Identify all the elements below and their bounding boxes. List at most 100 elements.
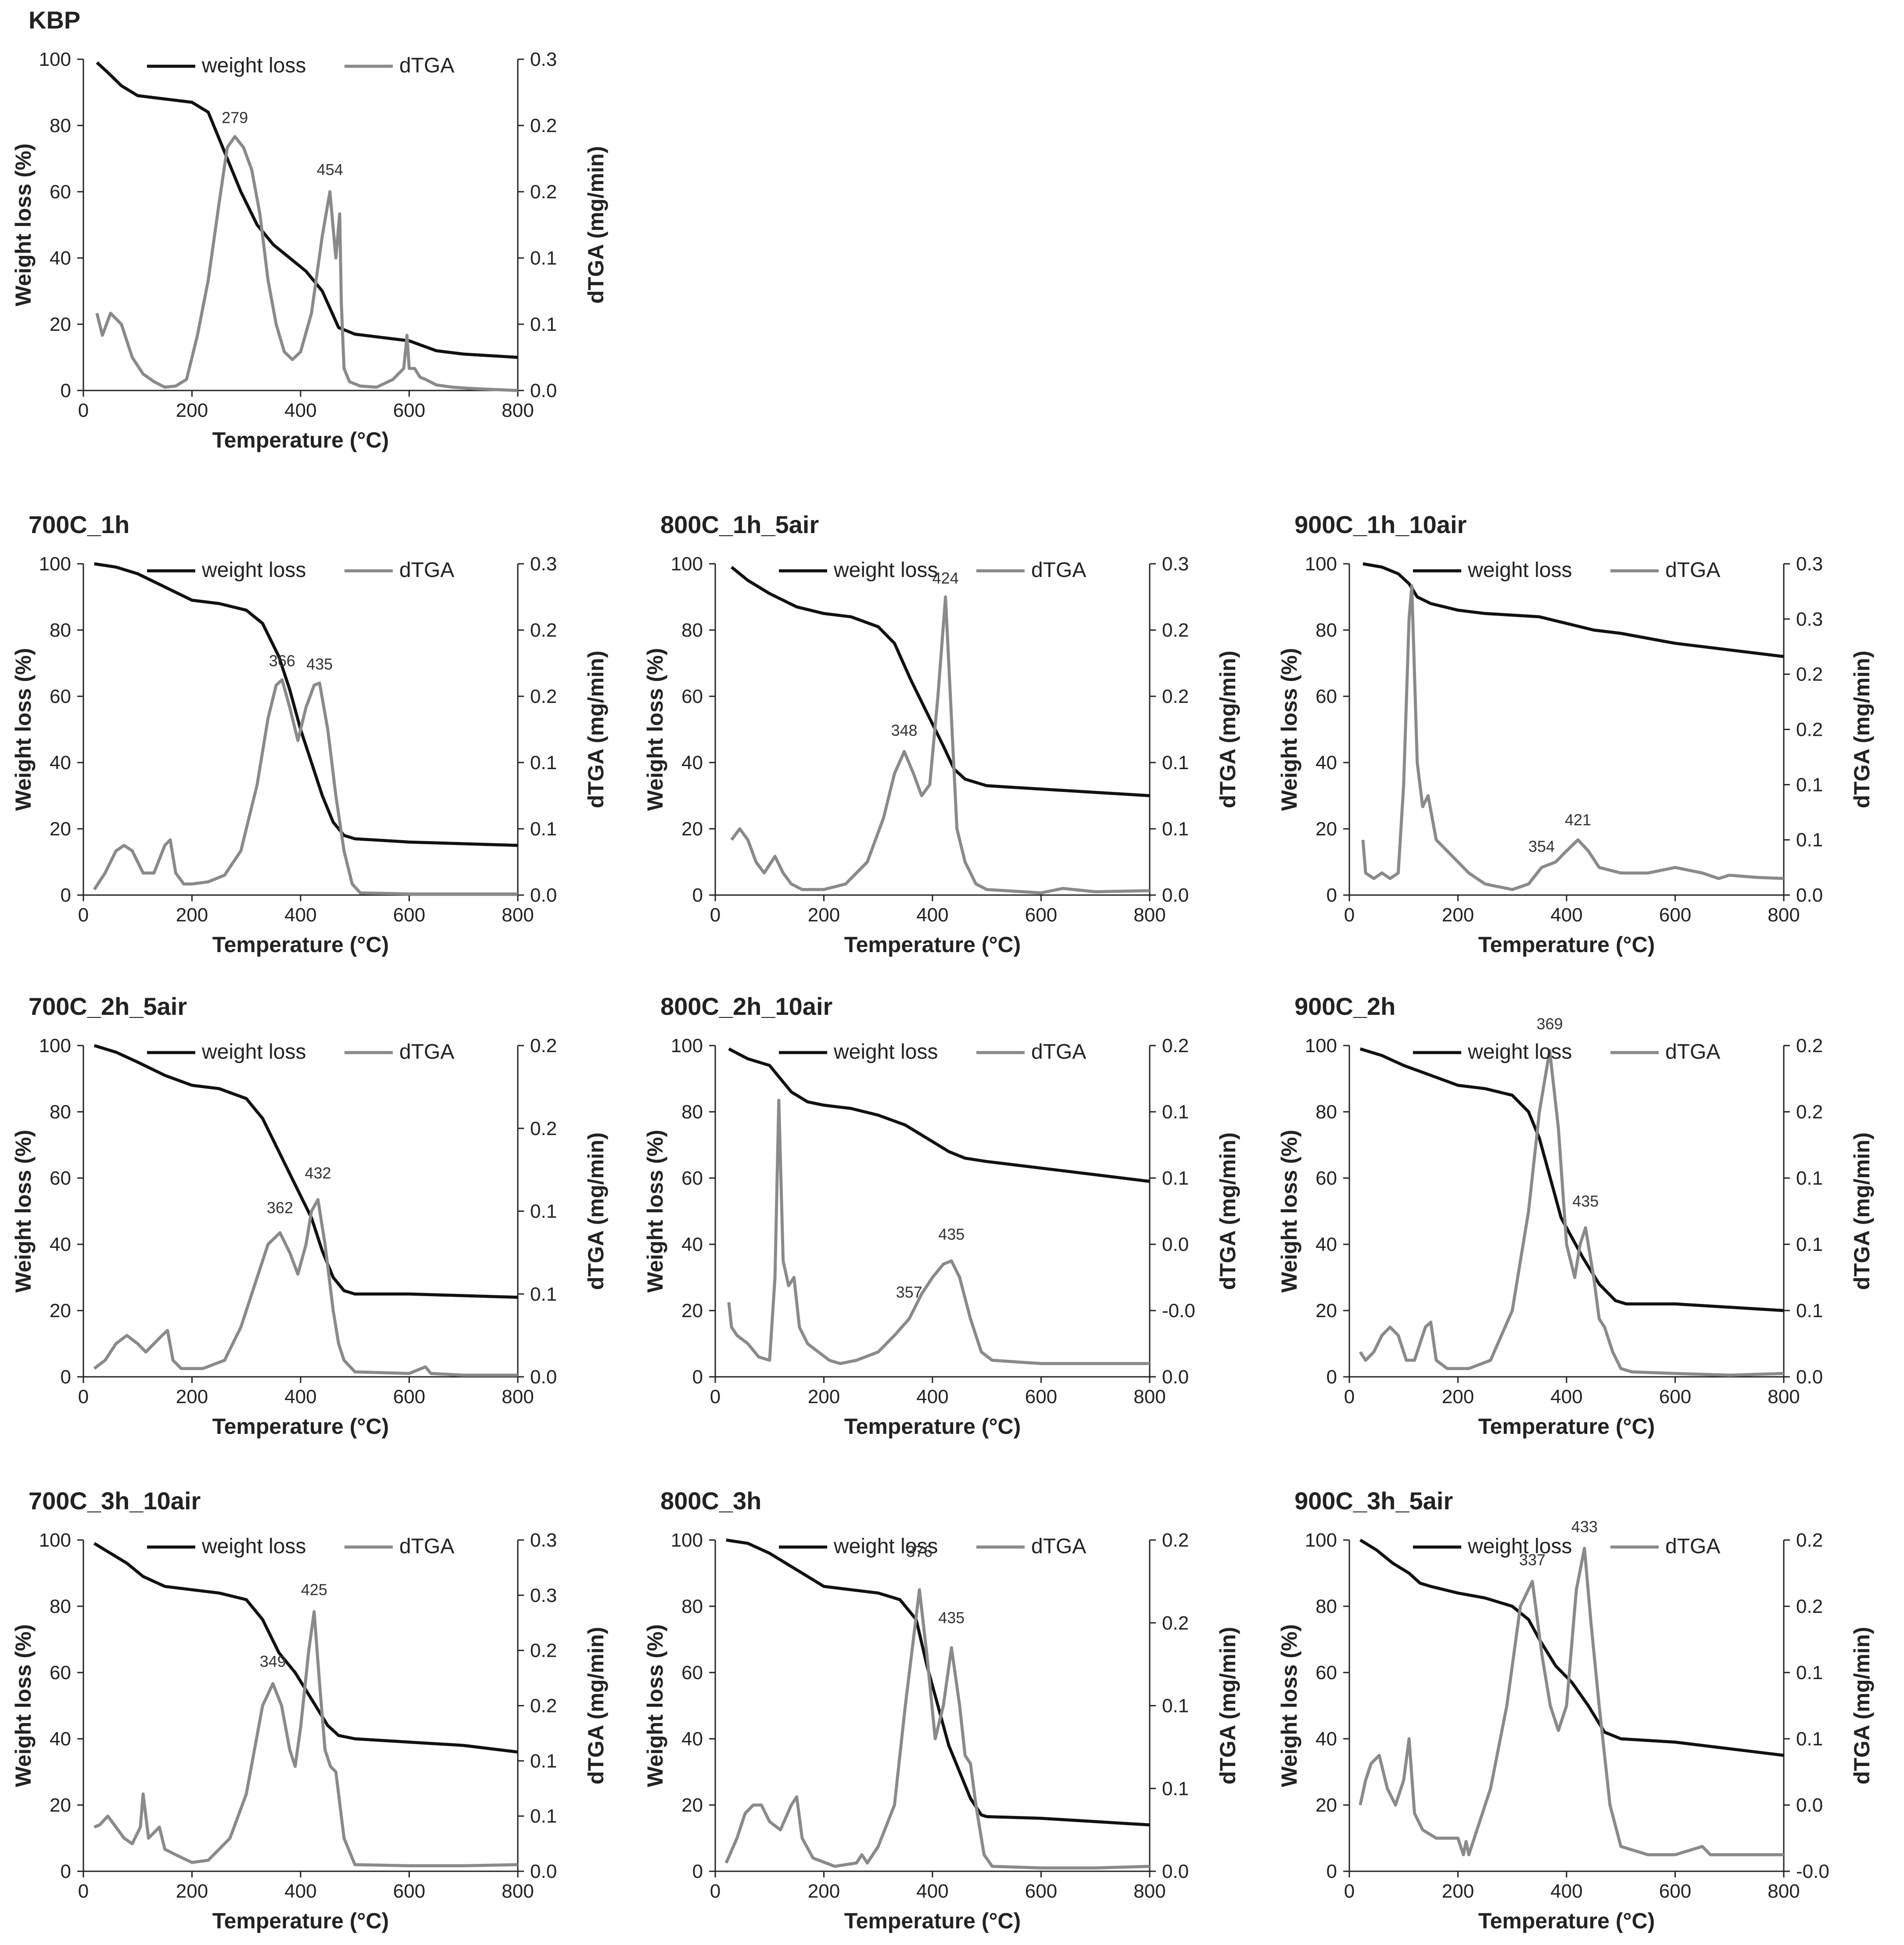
y-tick-label: 60 — [681, 1662, 703, 1684]
y2-tick-label: 0.1 — [530, 752, 557, 774]
y-tick-label: 0 — [61, 885, 71, 906]
x-tick-label: 800 — [1768, 1881, 1800, 1902]
legend: weight loss dTGA — [1413, 1535, 1720, 1558]
y-axis-title: Weight loss (%) — [1277, 1624, 1302, 1787]
peak-label: 366 — [269, 652, 295, 670]
legend-label-weight-loss: weight loss — [1467, 1535, 1572, 1558]
x-axis-title: Temperature (°C) — [212, 932, 389, 957]
dtga-line — [724, 1588, 1150, 1870]
y-axis-title: Weight loss (%) — [11, 1130, 36, 1293]
y2-tick-label: 0.2 — [530, 620, 557, 641]
y-tick-label: 0 — [1327, 1861, 1337, 1882]
y2-tick-label: -0.0 — [1796, 1861, 1829, 1882]
y-tick-label: 40 — [681, 1728, 703, 1750]
y2-tick-label: 0.2 — [530, 181, 557, 203]
x-tick-label: 200 — [176, 1386, 208, 1408]
y2-tick-label: 0.1 — [530, 247, 557, 269]
x-tick-label: 800 — [1133, 904, 1165, 926]
y-tick-label: 0 — [692, 1861, 703, 1882]
legend: weight loss dTGA — [779, 559, 1086, 582]
y2-tick-label: 0.2 — [1162, 620, 1189, 641]
y-axis-title: Weight loss (%) — [11, 1624, 36, 1787]
y2-axis-title: dTGA (mg/min) — [1216, 651, 1240, 808]
x-tick-label: 800 — [1133, 1386, 1165, 1408]
dtga-line — [95, 135, 518, 392]
y-tick-label: 20 — [681, 818, 703, 840]
x-axis-title: Temperature (°C) — [212, 428, 389, 452]
y2-tick-label: 0.3 — [1162, 553, 1189, 575]
y-tick-label: 20 — [681, 1795, 703, 1816]
peak-label: 349 — [260, 1652, 286, 1670]
panel-title: 800C_1h_5air — [660, 511, 819, 538]
y-tick-label: 0 — [61, 1366, 71, 1388]
y-tick-label: 100 — [39, 1529, 71, 1551]
dtga-line — [93, 1198, 518, 1377]
panel-title: 900C_3h_5air — [1294, 1487, 1453, 1515]
y2-tick-label: 0.0 — [530, 1861, 557, 1882]
weight-loss-line — [1359, 1539, 1784, 1757]
chart-panel-900C_2h: 900C_2h 0 200 400 600 800 0 20 40 60 80 100 0.0 0.1 0.… — [1277, 992, 1874, 1439]
x-tick-label: 800 — [502, 904, 534, 926]
legend-label-weight-loss: weight loss — [1467, 1040, 1572, 1064]
x-tick-label: 600 — [1025, 904, 1057, 926]
x-tick-label: 800 — [502, 400, 534, 421]
y2-tick-label: 0.2 — [1796, 1101, 1823, 1123]
legend-label-dtga: dTGA — [1665, 1535, 1720, 1558]
y-tick-label: 100 — [671, 553, 703, 575]
y-axis-title: Weight loss (%) — [11, 648, 36, 811]
y-tick-label: 80 — [1316, 1101, 1337, 1123]
x-tick-label: 200 — [808, 1386, 840, 1408]
y-tick-label: 0 — [692, 885, 703, 906]
weight-loss-line — [730, 566, 1150, 797]
legend: weight loss dTGA — [147, 1040, 454, 1064]
y2-tick-label: 0.2 — [1162, 686, 1189, 707]
y2-tick-label: 0.1 — [1162, 818, 1189, 840]
x-tick-label: 400 — [916, 904, 948, 926]
y2-tick-label: 0.0 — [1796, 885, 1823, 906]
panel-title: 700C_3h_10air — [29, 1487, 201, 1515]
x-tick-label: 200 — [1442, 1881, 1474, 1902]
y-tick-label: 40 — [681, 1234, 703, 1255]
y-tick-label: 80 — [681, 1101, 703, 1123]
x-tick-label: 800 — [1133, 1881, 1165, 1902]
y2-tick-label: 0.1 — [530, 1750, 557, 1772]
y2-tick-label: 0.2 — [530, 1695, 557, 1717]
y-tick-label: 60 — [50, 181, 71, 203]
y2-tick-label: 0.1 — [530, 1283, 557, 1305]
dtga-line — [1359, 1049, 1784, 1377]
x-axis-title: Temperature (°C) — [844, 1909, 1021, 1933]
panel-title: KBP — [29, 6, 80, 34]
y2-tick-label: 0.1 — [1162, 1168, 1189, 1189]
y2-tick-label: 0.1 — [1796, 1662, 1823, 1684]
peak-label: 362 — [267, 1199, 293, 1217]
legend: weight loss dTGA — [1413, 1040, 1720, 1064]
y-tick-label: 100 — [671, 1529, 703, 1551]
legend-label-dtga: dTGA — [1665, 1040, 1720, 1064]
legend-label-dtga: dTGA — [1665, 559, 1720, 582]
y-tick-label: 0 — [61, 1861, 71, 1882]
y-tick-label: 40 — [681, 752, 703, 774]
panel-title: 900C_2h — [1294, 992, 1395, 1020]
x-tick-label: 600 — [393, 1386, 425, 1408]
x-tick-label: 0 — [1344, 1386, 1355, 1408]
legend-label-dtga: dTGA — [399, 1040, 454, 1064]
legend-label-weight-loss: weight loss — [201, 54, 306, 77]
y2-axis-title: dTGA (mg/min) — [584, 1627, 608, 1784]
y2-axis-title: dTGA (mg/min) — [1850, 1132, 1874, 1290]
y2-tick-label: 0.2 — [1796, 664, 1823, 685]
x-tick-label: 400 — [1550, 904, 1582, 926]
panel-title: 700C_2h_5air — [29, 992, 187, 1020]
x-axis-title: Temperature (°C) — [212, 1414, 389, 1439]
x-tick-label: 0 — [78, 904, 89, 926]
x-tick-label: 0 — [710, 1881, 721, 1902]
y-tick-label: 100 — [1305, 1529, 1337, 1551]
x-tick-label: 600 — [1025, 1386, 1057, 1408]
y-tick-label: 100 — [39, 49, 71, 70]
y2-tick-label: 0.2 — [530, 1118, 557, 1139]
y2-tick-label: 0.3 — [530, 553, 557, 575]
y2-tick-label: 0.3 — [1796, 609, 1823, 630]
y-tick-label: 20 — [50, 1795, 71, 1816]
y2-tick-label: 0.2 — [530, 686, 557, 707]
y2-tick-label: 0.2 — [1796, 1596, 1823, 1617]
peak-label: 376 — [906, 1543, 932, 1561]
